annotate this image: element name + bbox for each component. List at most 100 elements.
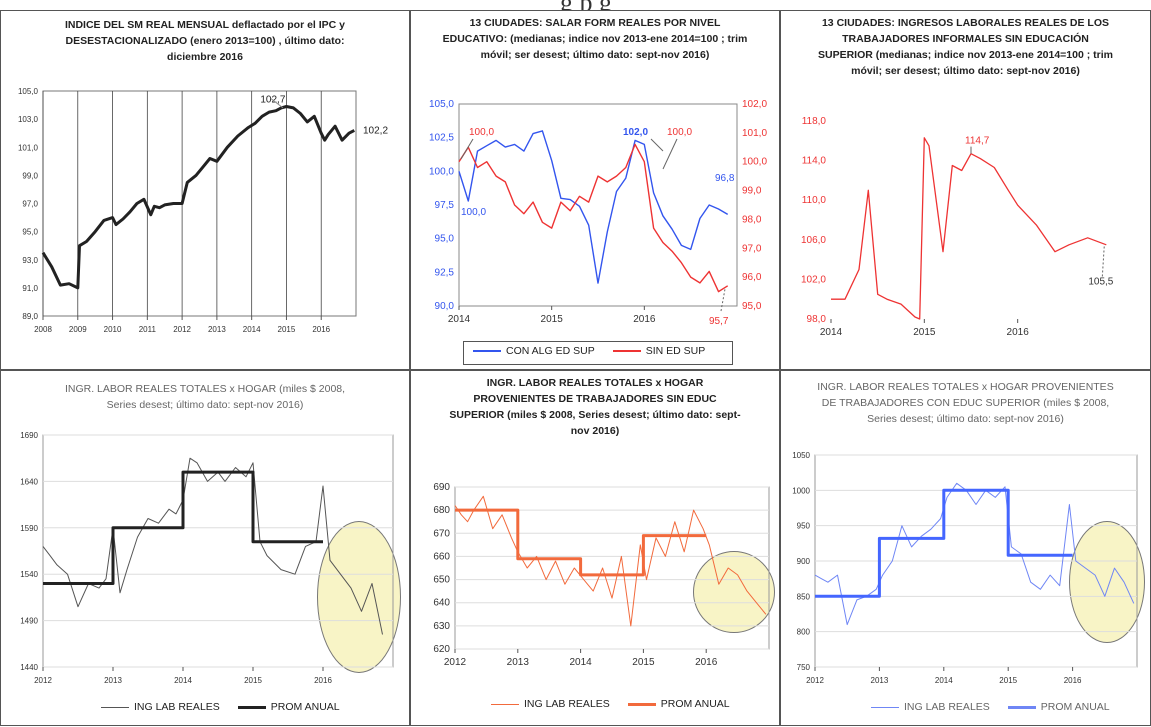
x-tick-label: 2013 bbox=[871, 676, 889, 685]
legend-item: PROM ANUAL bbox=[237, 701, 340, 713]
y-tick-label: 89,0 bbox=[22, 312, 38, 321]
legend-item: ING LAB REALES bbox=[871, 701, 990, 713]
legend-label: SIN ED SUP bbox=[645, 345, 706, 357]
data-label: 102,0 bbox=[623, 127, 648, 138]
chart-informal-income: 98,0 102,0 106,0 110,0 114,0 118,0 2014 2015 201… bbox=[801, 116, 1114, 338]
y-tick-label: 114,0 bbox=[802, 156, 827, 167]
label-leader bbox=[270, 98, 284, 109]
legend-item: PROM ANUAL bbox=[1007, 701, 1110, 713]
legend-label: ING LAB REALES bbox=[134, 701, 220, 713]
chart-title: INGR. LABOR REALES TOTALES x HOGAR PROVE… bbox=[817, 381, 1114, 425]
y-tick-label: 850 bbox=[797, 592, 811, 601]
y-tick-label: 101,0 bbox=[18, 143, 39, 152]
legend-label: PROM ANUAL bbox=[660, 698, 730, 710]
label-leader bbox=[720, 288, 726, 312]
legend: CON ALG ED SUP SIN ED SUP bbox=[473, 345, 705, 357]
legend-box bbox=[463, 341, 733, 365]
y-tick-label: 750 bbox=[797, 663, 811, 672]
label-leader bbox=[662, 138, 678, 170]
y-tick-label: 95,0 bbox=[22, 228, 38, 237]
chart-formal-wages: 90,0 92,5 95,0 97,5 100,0 102,5 105,0 95,0 96,0 9… bbox=[429, 99, 767, 327]
legend: ING LAB REALES PROM ANUAL bbox=[101, 701, 340, 713]
data-label: 95,7 bbox=[709, 316, 729, 327]
y-tick-label: 950 bbox=[797, 522, 811, 531]
y-tick-label: 660 bbox=[433, 551, 450, 562]
legend-label: PROM ANUAL bbox=[1040, 701, 1110, 713]
x-tick-label: 2016 bbox=[312, 325, 330, 334]
x-tick-label: 2012 bbox=[173, 325, 191, 334]
chart-title: INGR. LABOR REALES TOTALES x HOGAR (mile… bbox=[64, 383, 346, 411]
y-tick-label: 110,0 bbox=[802, 195, 827, 206]
series-line bbox=[815, 488, 1073, 598]
x-tick-label: 2014 bbox=[243, 325, 261, 334]
y-tick-label-right: 95,0 bbox=[742, 301, 762, 312]
x-tick-label: 2014 bbox=[935, 676, 953, 685]
highlight-ellipse bbox=[317, 521, 401, 673]
y-tick-label: 690 bbox=[433, 482, 450, 493]
legend: ING LAB REALES PROM ANUAL bbox=[491, 698, 730, 710]
x-tick-label: 2011 bbox=[139, 325, 157, 334]
y-tick-label: 97,5 bbox=[435, 200, 455, 211]
y-tick-label-right: 97,0 bbox=[742, 243, 762, 254]
series-line bbox=[458, 130, 729, 284]
x-tick-label: 2016 bbox=[314, 676, 332, 685]
y-tick-label: 103,0 bbox=[18, 115, 39, 124]
y-tick-label: 105,0 bbox=[18, 87, 39, 96]
chart-title: INGR. LABOR REALES TOTALES x HOGAR PROVE… bbox=[449, 377, 741, 437]
plot-frame bbox=[42, 90, 357, 317]
legend-label: ING LAB REALES bbox=[904, 701, 990, 713]
legend-swatch bbox=[237, 705, 266, 709]
x-tick-label: 2016 bbox=[1064, 676, 1082, 685]
series-line bbox=[42, 457, 383, 635]
y-tick-label: 620 bbox=[433, 644, 450, 655]
legend-item: SIN ED SUP bbox=[612, 345, 706, 357]
label-leader bbox=[650, 138, 664, 152]
label-leader bbox=[1101, 244, 1105, 277]
x-tick-label: 2013 bbox=[104, 676, 122, 685]
x-tick-label: 2010 bbox=[104, 325, 122, 334]
panel-informal-income: 13 CIUDADES: INGRESOS LABORALES REALES D… bbox=[780, 10, 1151, 370]
y-tick-label: 1440 bbox=[20, 663, 38, 672]
y-tick-label: 800 bbox=[797, 628, 811, 637]
y-tick-label: 650 bbox=[433, 575, 450, 586]
highlight-ellipse bbox=[693, 551, 775, 633]
legend-swatch bbox=[101, 706, 129, 708]
legend: ING LAB REALES PROM ANUAL bbox=[871, 701, 1110, 713]
y-tick-label: 100,0 bbox=[429, 166, 454, 177]
x-tick-label: 2016 bbox=[695, 657, 718, 668]
y-tick-label: 1490 bbox=[20, 617, 38, 626]
x-tick-label: 2015 bbox=[541, 314, 564, 325]
chart-title: 13 CIUDADES: INGRESOS LABORALES REALES D… bbox=[818, 17, 1113, 77]
series-line bbox=[43, 470, 323, 585]
chart-household-higher-ed: 750 800 850 900 950 1000 1050 2012 2013 2014 2015 2… bbox=[792, 451, 1138, 685]
legend-item: CON ALG ED SUP bbox=[473, 345, 595, 357]
x-tick-label: 2015 bbox=[632, 657, 655, 668]
panel-formal-wages: 13 CIUDADES: SALAR FORM REALES POR NIVEL… bbox=[410, 10, 780, 370]
x-tick-label: 2015 bbox=[278, 325, 296, 334]
x-tick-label: 2013 bbox=[208, 325, 226, 334]
chart-household-total: 1440 1490 1540 1590 1640 1690 2012 2013 2014 2015… bbox=[20, 431, 394, 685]
data-label: 102,2 bbox=[363, 125, 388, 136]
x-tick-label: 2016 bbox=[633, 314, 656, 325]
y-tick-label: 670 bbox=[433, 528, 450, 539]
y-tick-label: 680 bbox=[433, 505, 450, 516]
y-tick-label: 98,0 bbox=[807, 314, 827, 325]
y-tick-label: 99,0 bbox=[22, 171, 38, 180]
panel-sm-index: INDICE DEL SM REAL MENSUAL deflactado po… bbox=[0, 10, 410, 370]
x-tick-label: 2012 bbox=[444, 657, 467, 668]
plot-frame bbox=[830, 120, 1112, 320]
panel-household-higher-ed: INGR. LABOR REALES TOTALES x HOGAR PROVE… bbox=[780, 370, 1151, 726]
chart-household-no-higher-ed: 620 630 640 650 660 670 680 690 2012 2013 2014 2015… bbox=[433, 482, 770, 668]
chart-sm-index: 89,0 91,0 93,0 95,0 97,0 99,0 101,0 103,0 105,0 2… bbox=[18, 87, 388, 334]
legend-swatch bbox=[491, 703, 519, 705]
x-tick-label: 2014 bbox=[174, 676, 192, 685]
legend-swatch bbox=[627, 702, 656, 706]
x-tick-label: 2012 bbox=[34, 676, 52, 685]
data-label: 114,7 bbox=[965, 136, 990, 147]
y-tick-label: 118,0 bbox=[802, 116, 827, 127]
x-tick-label: 2014 bbox=[448, 314, 471, 325]
plot-frame bbox=[458, 103, 738, 307]
chart-title: INDICE DEL SM REAL MENSUAL deflactado po… bbox=[64, 19, 346, 63]
legend-label: PROM ANUAL bbox=[270, 701, 340, 713]
x-tick-label: 2015 bbox=[999, 676, 1017, 685]
